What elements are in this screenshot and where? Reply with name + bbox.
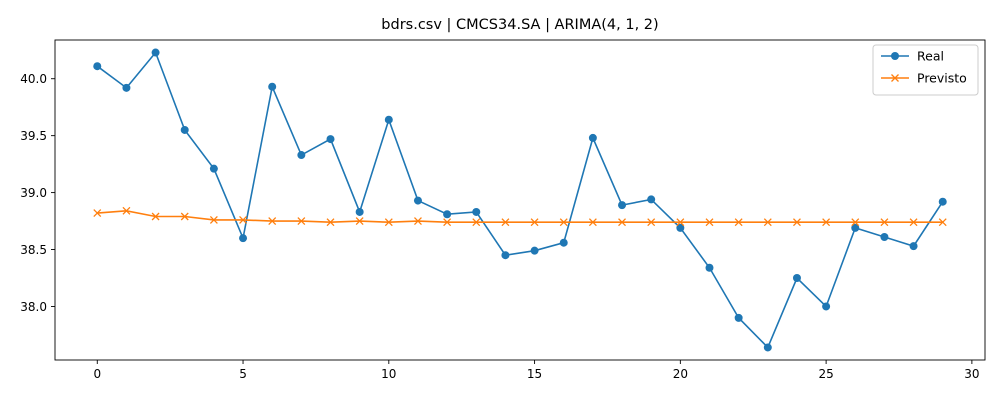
data-point-previsto: [180, 212, 189, 221]
data-point-previsto: [705, 218, 714, 227]
data-point-real: [851, 223, 860, 232]
data-point-real: [588, 133, 597, 142]
legend-label-previsto: Previsto: [917, 71, 967, 86]
data-point-previsto: [647, 218, 656, 227]
data-point-real: [501, 251, 510, 260]
legend-label-real: Real: [917, 49, 944, 64]
x-tick-label: 5: [239, 367, 247, 381]
data-point-previsto: [559, 218, 568, 227]
series-line-previsto: [97, 210, 943, 224]
y-tick-label: 38.5: [20, 243, 47, 257]
data-point-previsto: [851, 218, 860, 227]
data-point-previsto: [297, 217, 306, 226]
data-point-previsto: [880, 218, 889, 227]
data-point-previsto: [676, 218, 685, 227]
data-point-previsto: [384, 218, 393, 227]
data-point-real: [93, 62, 102, 71]
data-point-real: [122, 83, 131, 92]
data-point-real: [472, 207, 481, 216]
y-tick-label: 39.0: [20, 186, 47, 200]
x-tick-label: 20: [673, 367, 688, 381]
data-point-previsto: [151, 212, 160, 221]
data-point-previsto: [909, 218, 918, 227]
data-point-real: [413, 196, 422, 205]
data-point-previsto: [239, 215, 248, 224]
data-point-real: [297, 151, 306, 160]
x-tick-label: 0: [93, 367, 101, 381]
data-point-previsto: [618, 218, 626, 227]
data-point-previsto: [792, 218, 801, 227]
data-point-previsto: [734, 218, 743, 227]
data-point-real: [180, 125, 189, 134]
data-point-real: [443, 210, 452, 219]
x-tick-label: 25: [818, 367, 833, 381]
data-point-previsto: [938, 218, 947, 227]
data-point-real: [151, 48, 160, 57]
legend-marker-real: [891, 52, 899, 60]
data-point-real: [618, 201, 627, 210]
data-point-previsto: [443, 218, 452, 227]
data-point-real: [938, 197, 947, 206]
chart-title: bdrs.csv | CMCS34.SA | ARIMA(4, 1, 2): [381, 17, 658, 33]
data-point-real: [676, 223, 685, 232]
y-tick-label: 39.5: [20, 129, 47, 143]
x-tick-label: 10: [381, 367, 396, 381]
data-point-previsto: [763, 218, 772, 227]
legend-marker-previsto: [891, 74, 899, 82]
data-point-real: [647, 195, 656, 204]
data-point-previsto: [530, 218, 539, 227]
legend-box: [872, 44, 979, 96]
data-point-real: [880, 233, 889, 242]
y-tick-label: 40.0: [20, 72, 47, 86]
data-point-previsto: [122, 206, 131, 215]
data-point-real: [268, 82, 277, 91]
data-point-real: [209, 164, 218, 173]
data-point-real: [909, 242, 918, 251]
data-point-real: [792, 274, 801, 283]
data-point-real: [384, 115, 393, 124]
data-point-real: [326, 135, 335, 144]
data-point-previsto: [93, 209, 102, 218]
data-point-previsto: [588, 218, 597, 227]
plot-area: [93, 48, 947, 352]
data-point-real: [763, 343, 772, 352]
data-point-previsto: [268, 217, 277, 226]
x-tick-label: 15: [527, 367, 542, 381]
data-point-previsto: [414, 217, 422, 226]
data-point-previsto: [472, 218, 481, 227]
data-point-real: [355, 207, 364, 216]
data-point-real: [822, 302, 831, 311]
data-point-real: [734, 313, 743, 322]
y-tick-label: 38.0: [20, 300, 47, 314]
data-point-previsto: [822, 218, 831, 227]
data-point-previsto: [501, 218, 510, 227]
data-point-previsto: [209, 215, 218, 224]
data-point-real: [705, 263, 714, 272]
series-line-real: [96, 50, 944, 349]
data-point-real: [559, 238, 568, 247]
data-point-real: [239, 234, 248, 243]
x-tick-label: 30: [964, 367, 979, 381]
axes: 0 5 10 15 20 25 30 38.0 38.5 39.0 39.5 40.0: [20, 72, 979, 381]
plot-frame: [54, 39, 986, 361]
legend: Real Previsto: [872, 44, 979, 96]
data-point-real: [530, 246, 539, 255]
data-point-previsto: [355, 217, 364, 226]
data-point-previsto: [326, 218, 335, 227]
